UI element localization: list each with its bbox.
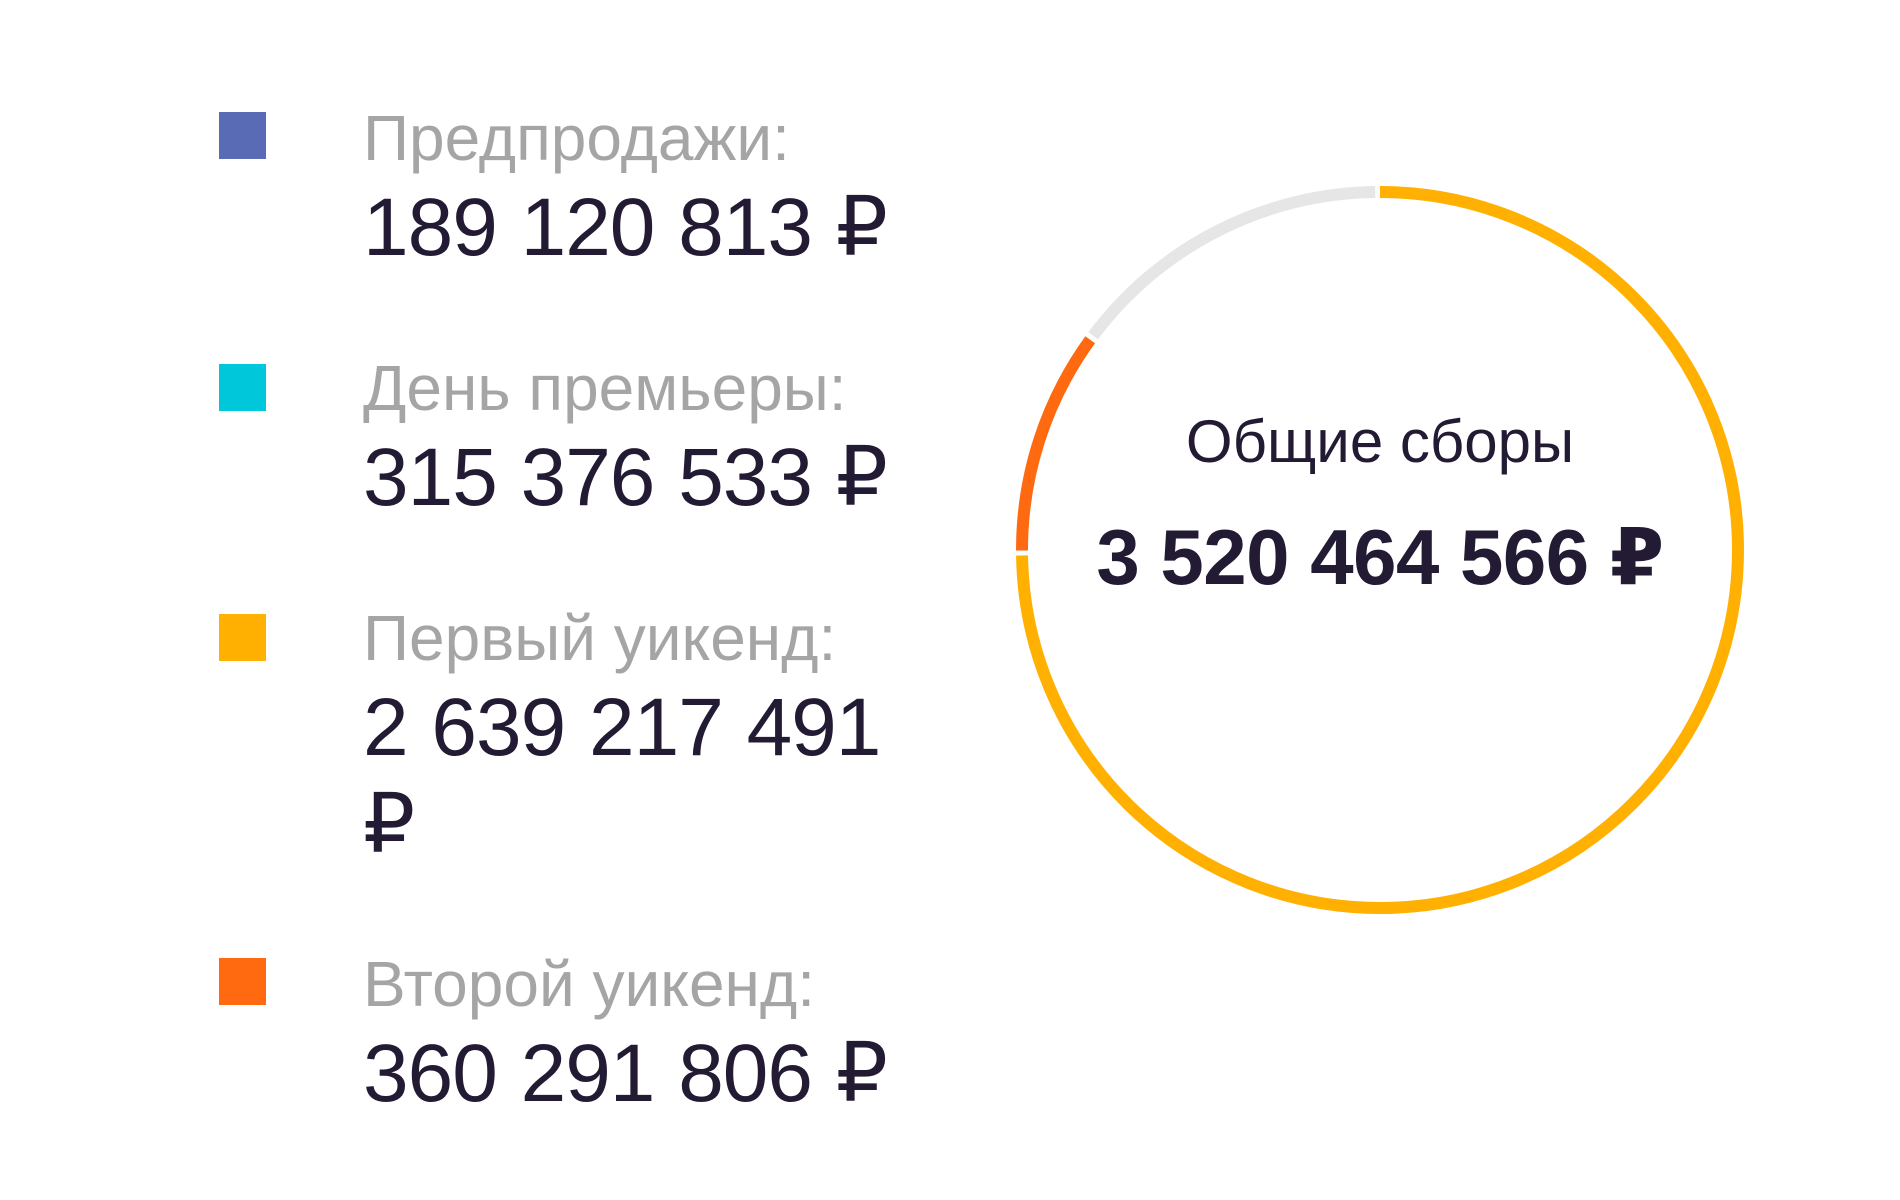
donut-segment	[1016, 186, 1744, 914]
legend-label: Предпродажи:	[363, 102, 790, 174]
donut-center-title: Общие сборы	[1185, 408, 1575, 475]
legend-value: 315 376 533 ₽	[363, 432, 888, 523]
legend-label: Первый уикенд:	[363, 602, 837, 674]
legend-swatch	[219, 614, 266, 661]
legend-swatch	[219, 958, 266, 1005]
legend-value: 2 639 217 491 ₽	[363, 682, 881, 870]
legend-value: 189 120 813 ₽	[363, 182, 888, 273]
donut-center-total: 3 520 464 566 ₽	[1096, 513, 1664, 601]
legend-label: Второй уикенд:	[363, 948, 815, 1020]
donut-segment	[1016, 186, 1744, 914]
legend-swatch	[219, 112, 266, 159]
donut-ring	[1016, 186, 1744, 914]
legend-value: 360 291 806 ₽	[363, 1028, 888, 1119]
legend-label: День премьеры:	[363, 352, 847, 424]
chart-legend: Предпродажи: 189 120 813 ₽ День премьеры…	[219, 102, 888, 1119]
legend-swatch	[219, 364, 266, 411]
donut-chart: Общие сборы 3 520 464 566 ₽	[1010, 180, 1750, 920]
